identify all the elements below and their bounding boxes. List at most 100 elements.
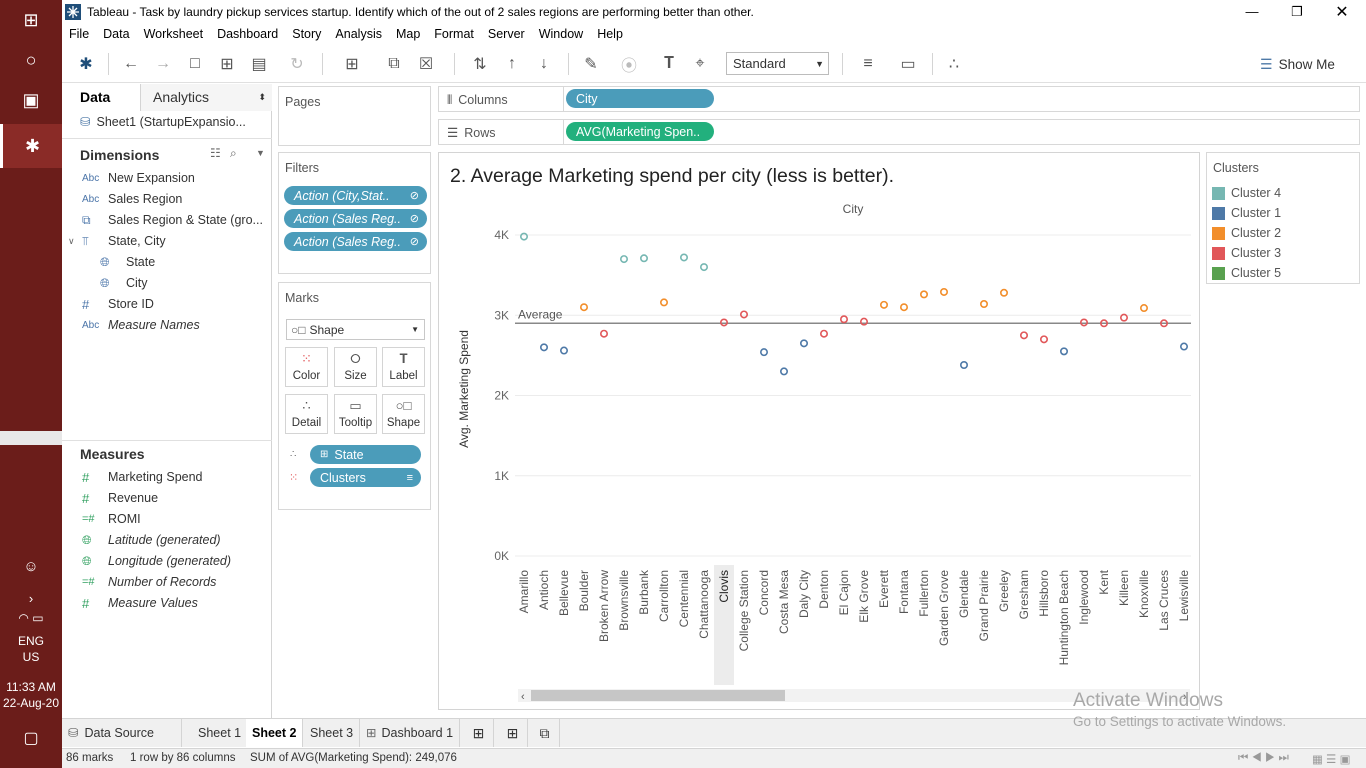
undo-icon[interactable]: ← [123, 55, 139, 72]
legend-item[interactable]: Cluster 3 [1212, 244, 1281, 262]
highlight-icon[interactable]: ✎ [584, 56, 598, 73]
input-language-indicator[interactable]: ENG US [0, 633, 62, 665]
color-button[interactable]: ⁙ Color [285, 347, 328, 387]
legend-item[interactable]: Cluster 5 [1212, 264, 1281, 282]
show-hidden-icons-chevron-icon[interactable]: › [28, 590, 34, 606]
duplicate-sheet-icon[interactable]: ⧉ [388, 55, 400, 72]
field-measure-names[interactable]: Abc Measure Names [82, 318, 200, 332]
clear-sheet-icon[interactable]: ☒ [418, 56, 434, 73]
task-view-icon[interactable]: ▣ [22, 89, 40, 110]
field-sales-region-state-group[interactable]: ⧉ Sales Region & State (gro... [82, 212, 263, 228]
menu-file[interactable]: File [69, 26, 90, 41]
view-mode-icon[interactable]: ▦ ☰ ▣ [1312, 754, 1351, 766]
rows-pill-avg-marketing-spend[interactable]: AVG(Marketing Spen.. [566, 122, 714, 141]
menu-analysis[interactable]: Analysis [335, 26, 382, 41]
show-mark-labels-icon[interactable]: 𝐓 [663, 55, 675, 72]
menu-format[interactable]: Format [434, 26, 474, 41]
menu-window[interactable]: Window [538, 26, 584, 41]
menu-story[interactable]: Story [292, 26, 322, 41]
tableau-home-icon[interactable]: ✱ [79, 56, 93, 73]
tab-sheet-3[interactable]: Sheet 3 [304, 719, 361, 747]
minimize-icon[interactable]: — [1245, 4, 1259, 19]
system-clock[interactable]: 11:33 AM 22-Aug-20 [0, 679, 62, 711]
menu-worksheet[interactable]: Worksheet [143, 26, 204, 41]
field-longitude[interactable]: 🌐︎ Longitude (generated) [82, 553, 232, 569]
field-store-id[interactable]: # Store ID [82, 296, 154, 312]
field-romi[interactable]: =# ROMI [82, 512, 141, 526]
field-state[interactable]: 🌐︎ State [100, 254, 156, 270]
save-icon[interactable]: □ [190, 55, 200, 72]
search-icon[interactable]: ⌕ [230, 146, 237, 160]
presentation-mode-icon[interactable]: ▭ [900, 56, 916, 73]
network-wifi-icon[interactable]: ◠ ▭ [18, 611, 44, 625]
menu-dashboard[interactable]: Dashboard [217, 26, 279, 41]
filters-shelf[interactable]: Filters Action (City,Stat.. ⊘ Action (Sal… [278, 152, 431, 274]
close-icon[interactable]: ✕ [1335, 3, 1349, 21]
shape-button[interactable]: ○□ Shape [382, 394, 425, 434]
restore-icon[interactable]: ❐ [1291, 3, 1303, 19]
tab-data[interactable]: Data [62, 84, 140, 111]
marks-pill-state[interactable]: ⊞ State [310, 445, 421, 464]
detail-button[interactable]: ∴ Detail [285, 394, 328, 434]
field-measure-values[interactable]: # Measure Values [82, 595, 198, 611]
pages-shelf[interactable]: Pages [278, 86, 431, 146]
field-new-expansion[interactable]: Abc New Expansion [82, 171, 195, 185]
new-story-icon[interactable]: ⧉ [530, 719, 560, 747]
size-button[interactable]: ⭘ Size [334, 347, 377, 387]
windows-start-icon[interactable]: ⊞ [23, 9, 39, 30]
mark-type-dropdown[interactable]: ○□ Shape ▼ [286, 319, 425, 340]
legend-item[interactable]: Cluster 4 [1212, 184, 1281, 202]
group-members-icon[interactable]: ⦿ [620, 58, 637, 75]
tableau-app-icon[interactable]: ✱ [0, 124, 62, 168]
field-revenue[interactable]: # Revenue [82, 490, 159, 506]
swap-rows-columns-icon[interactable]: ⇅ [473, 56, 487, 73]
show-me-button[interactable]: ☰ Show Me [1260, 53, 1335, 75]
filter-pill-action-sales-region-2[interactable]: Action (Sales Reg.. ⊘ [284, 232, 427, 251]
legend-item[interactable]: Cluster 2 [1212, 224, 1281, 242]
field-marketing-spend[interactable]: # Marketing Spend [82, 469, 203, 485]
cortana-search-icon[interactable]: ○ [25, 49, 37, 70]
new-worksheet-icon[interactable]: ⊞ [464, 719, 494, 747]
sheet-navigation-icon[interactable]: ⏮ ◀ ▶ ⏭ [1238, 752, 1289, 764]
marks-pill-clusters[interactable]: Clusters ≡ [310, 468, 421, 487]
field-state-city-hierarchy[interactable]: ∨ ⫪ State, City [68, 233, 166, 249]
field-number-of-records[interactable]: =# Number of Records [82, 575, 217, 589]
redo-icon[interactable]: → [155, 55, 171, 72]
people-icon[interactable]: ☺ [23, 557, 39, 575]
data-source-tab[interactable]: ⛁ Data Source [62, 719, 182, 747]
menu-help[interactable]: Help [597, 26, 623, 41]
fit-dropdown[interactable]: Standard ▼ [726, 52, 829, 75]
tab-sheet-1[interactable]: Sheet 1 [192, 719, 249, 747]
field-sales-region[interactable]: Abc Sales Region [82, 192, 183, 206]
new-dashboard-icon[interactable]: ⊞ [498, 719, 528, 747]
scatter-chart[interactable]: City 0K 1K 2K 3K 4K Avg. Marketing Spend Averag… [439, 153, 1199, 709]
sort-descending-icon[interactable]: ↓ [540, 55, 548, 72]
tab-analytics[interactable]: Analytics ⬍ [140, 84, 272, 111]
pause-updates-icon[interactable]: ▤ [251, 56, 267, 73]
show-cards-icon[interactable]: ≡ [863, 55, 873, 72]
field-latitude[interactable]: 🌐︎ Latitude (generated) [82, 532, 221, 548]
new-worksheet-icon[interactable]: ⊞ [345, 56, 359, 73]
field-city[interactable]: 🌐︎ City [100, 275, 148, 291]
fix-axes-icon[interactable]: ⌖ [695, 55, 705, 72]
tab-dashboard-1[interactable]: ⊞ Dashboard 1 [360, 719, 461, 747]
refresh-icon[interactable]: ↻ [290, 56, 304, 73]
label-button[interactable]: 𝐓 Label [382, 347, 425, 387]
legend-item[interactable]: Cluster 1 [1212, 204, 1281, 222]
columns-shelf[interactable]: ⫴ Columns City [438, 86, 1360, 112]
share-icon[interactable]: ∴ [948, 56, 960, 73]
menu-map[interactable]: Map [395, 26, 421, 41]
menu-server[interactable]: Server [487, 26, 525, 41]
filter-pill-action-city-state[interactable]: Action (City,Stat.. ⊘ [284, 186, 427, 205]
tooltip-button[interactable]: ▭ Tooltip [334, 394, 377, 434]
dimensions-menu-chevron-icon[interactable]: ▼ [256, 148, 265, 158]
sort-ascending-icon[interactable]: ↑ [508, 55, 516, 72]
columns-pill-city[interactable]: City [566, 89, 714, 108]
view-list-icon[interactable]: ☷ [210, 146, 221, 160]
collapse-chevron-icon[interactable]: ∨ [68, 235, 75, 246]
tab-sheet-2[interactable]: Sheet 2 [246, 719, 304, 747]
new-data-source-icon[interactable]: ⊞ [220, 56, 234, 73]
rows-shelf[interactable]: ☰ Rows AVG(Marketing Spen.. [438, 119, 1360, 145]
action-center-icon[interactable]: ▢ [23, 730, 39, 747]
menu-data[interactable]: Data [103, 26, 130, 41]
